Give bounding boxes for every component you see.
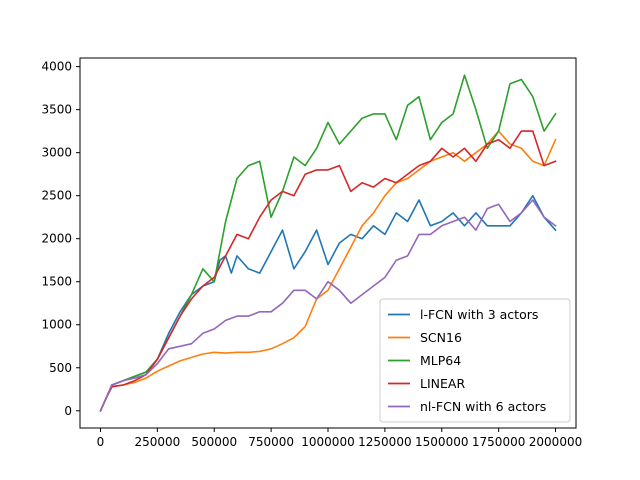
series-line-1 (99, 130, 557, 412)
x-tick-label: 0 (97, 435, 105, 449)
x-tick-label: 500000 (191, 435, 237, 449)
y-axis: 0 500 1000 1500 2000 2500 3000 3500 4000 (41, 60, 80, 418)
legend-label-2: MLP64 (420, 353, 461, 368)
legend-box (379, 298, 571, 423)
y-tick-label: 0 (64, 404, 72, 418)
x-tick-label: 1750000 (472, 435, 525, 449)
legend-label-1: SCN16 (420, 330, 462, 345)
legend-label-3: LINEAR (420, 376, 465, 391)
legend: l-FCN with 3 actors SCN16 MLP64 LINEAR nl-FC… (379, 298, 571, 423)
y-tick-label: 1000 (41, 318, 72, 332)
y-tick-label: 3000 (41, 146, 72, 160)
y-tick-label: 2500 (41, 189, 72, 203)
legend-label-0: l-FCN with 3 actors (420, 307, 538, 322)
y-tick-label: 1500 (41, 275, 72, 289)
series-line-3 (99, 130, 557, 412)
series-line-4 (99, 199, 557, 412)
x-tick-label: 1250000 (358, 435, 411, 449)
y-tick-label: 3500 (41, 103, 72, 117)
x-axis: 0 250000 500000 750000 1000000 1250000 1500000… (97, 428, 582, 449)
y-tick-label: 2000 (41, 232, 72, 246)
x-tick-label: 1000000 (301, 435, 354, 449)
x-tick-label: 1500000 (415, 435, 468, 449)
y-tick-label: 500 (49, 361, 72, 375)
legend-label-4: nl-FCN with 6 actors (420, 399, 546, 414)
x-tick-label: 2000000 (529, 435, 582, 449)
x-tick-label: 750000 (248, 435, 294, 449)
series-layer (99, 74, 557, 412)
x-tick-label: 250000 (134, 435, 180, 449)
series-line-0 (99, 194, 557, 412)
y-tick-label: 4000 (41, 60, 72, 74)
